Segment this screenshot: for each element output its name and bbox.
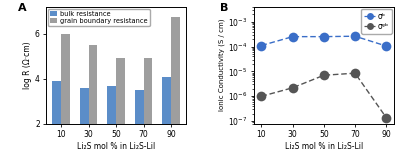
Legend: bulk resistance, grain boundary resistance: bulk resistance, grain boundary resistan… — [48, 9, 150, 26]
Bar — [89, 45, 98, 167]
Y-axis label: Ionic Conductivity (S / cm): Ionic Conductivity (S / cm) — [219, 19, 225, 111]
Bar — [61, 34, 70, 167]
Bar — [144, 58, 152, 167]
Bar — [52, 81, 61, 167]
Bar — [80, 88, 89, 167]
Legend: σᵇ, σᵍᵇ: σᵇ, σᵍᵇ — [362, 9, 392, 34]
Bar — [135, 90, 144, 167]
Bar — [162, 77, 171, 167]
Bar — [107, 87, 116, 167]
Bar — [116, 58, 125, 167]
Text: B: B — [220, 3, 228, 13]
Y-axis label: log R (Ω·cm): log R (Ω·cm) — [23, 41, 32, 89]
X-axis label: Li₂S mol % in Li₂S-LiI: Li₂S mol % in Li₂S-LiI — [285, 142, 363, 151]
Bar — [171, 17, 180, 167]
X-axis label: Li₂S mol % in Li₂S-LiI: Li₂S mol % in Li₂S-LiI — [77, 142, 155, 151]
Text: A: A — [18, 3, 26, 13]
